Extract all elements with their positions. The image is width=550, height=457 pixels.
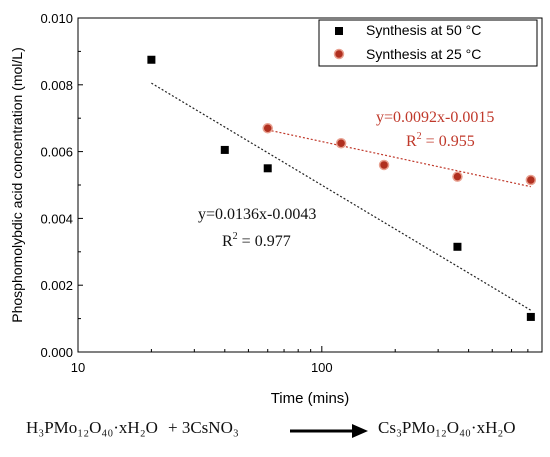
data-point-25c <box>452 171 463 182</box>
fit-r2-25c: R2 = 0.955 <box>406 131 475 150</box>
data-point-25c <box>335 138 347 149</box>
y-tick-label: 0.000 <box>40 345 73 360</box>
chart: 0.000 0.002 0.004 0.006 0.008 0.010 10 100 Synt… <box>9 11 543 407</box>
fit-r2-50c: R2 = 0.977 <box>222 231 291 250</box>
data-point-50c <box>147 55 156 64</box>
fit-line-25c <box>267 129 531 188</box>
fit-lines <box>151 82 532 311</box>
plot-frame <box>77 17 543 353</box>
data-point-25c <box>378 159 390 171</box>
y-tick-label: 0.004 <box>40 211 73 226</box>
y-axis-title: Phosphomolybdic acid concentration (mol/… <box>9 47 25 322</box>
reaction-arrow <box>290 424 368 438</box>
fit-equation-50c: y=0.0136x-0.0043 <box>198 206 316 223</box>
reaction-reactant: H₃PMo₁₂O₄₀·xH₂O <box>26 418 158 437</box>
legend-label-50c: Synthesis at 50 °C <box>366 22 481 38</box>
reaction-plus-term: + 3CsNO₃ <box>168 418 239 437</box>
y-tick-label: 0.008 <box>40 78 73 93</box>
legend: Synthesis at 50 °C Synthesis at 25 °C <box>318 19 538 67</box>
y-tick-label: 0.002 <box>40 278 73 293</box>
x-tick-label: 100 <box>311 360 333 375</box>
x-axis-title: Time (mins) <box>271 390 350 407</box>
fit-equation-25c: y=0.0092x-0.0015 <box>376 109 494 126</box>
legend-label-25c: Synthesis at 25 °C <box>366 46 481 62</box>
reaction-product: Cs₃PMo₁₂O₄₀·xH₂O <box>378 418 516 437</box>
y-tick-label: 0.010 <box>40 11 73 26</box>
data-point-50c <box>263 164 272 173</box>
data-point-25c <box>262 122 273 134</box>
data-point-50c <box>220 145 229 154</box>
y-tick-label: 0.006 <box>40 145 73 160</box>
data-point-25c <box>525 174 537 186</box>
axes: 0.000 0.002 0.004 0.006 0.008 0.010 10 100 <box>40 11 543 375</box>
fit-line-50c <box>151 82 532 311</box>
legend-marker-25c <box>333 48 345 60</box>
legend-marker-50c <box>335 27 343 35</box>
data-point-50c <box>526 312 535 321</box>
x-tick-label: 10 <box>71 360 85 375</box>
data-points <box>147 55 537 321</box>
data-point-50c <box>453 242 462 251</box>
